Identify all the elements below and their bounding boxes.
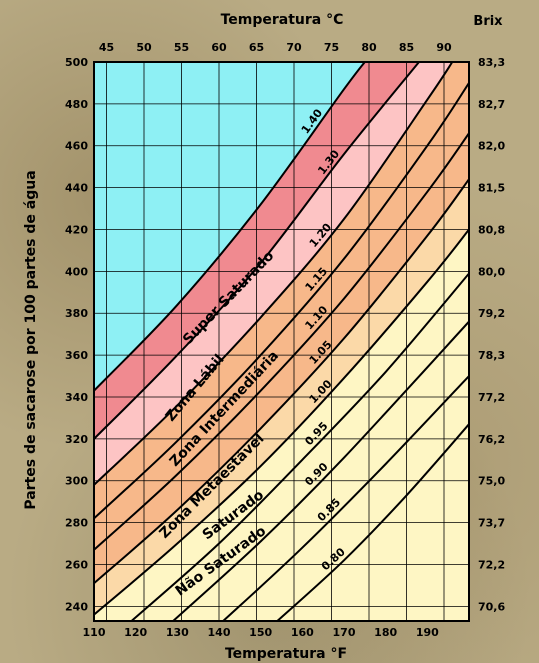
curve-1.40 bbox=[94, 62, 366, 392]
celsius-tick-label: 55 bbox=[174, 41, 189, 54]
y-tick-label: 460 bbox=[65, 140, 88, 153]
tick-labels: 45 50 55 60 65 70 75 80 85 90 110 120 130 140 150 160 17… bbox=[65, 41, 505, 639]
y-tick-label: 400 bbox=[65, 265, 88, 278]
curve-0.90 bbox=[172, 320, 469, 621]
brix-tick-label: 82,7 bbox=[478, 98, 505, 111]
brix-tick-label: 75,0 bbox=[478, 475, 505, 488]
y-tick-label: 320 bbox=[65, 433, 88, 446]
y-tick-label: 380 bbox=[65, 307, 88, 320]
y-tick-label: 480 bbox=[65, 98, 88, 111]
brix-tick-label: 83,3 bbox=[478, 56, 505, 69]
brix-tick-label: 77,2 bbox=[478, 391, 505, 404]
curve-1.20 bbox=[94, 62, 454, 486]
brix-tick-label: 81,5 bbox=[478, 182, 505, 195]
y-tick-label: 440 bbox=[65, 182, 88, 195]
y-tick-label: 420 bbox=[65, 223, 88, 236]
brix-tick-label: 72,2 bbox=[478, 558, 505, 571]
zone-fill-0 bbox=[94, 62, 365, 391]
celsius-tick-label: 45 bbox=[99, 41, 114, 54]
brix-tick-label: 79,2 bbox=[478, 307, 505, 320]
fahrenheit-tick-label: 190 bbox=[416, 626, 439, 639]
celsius-tick-label: 60 bbox=[211, 41, 227, 54]
top-axis-title: Temperatura °C bbox=[221, 12, 344, 28]
bottom-axis-title: Temperatura °F bbox=[225, 646, 347, 662]
curve-0.85 bbox=[222, 375, 469, 621]
fahrenheit-tick-label: 110 bbox=[83, 626, 106, 639]
y-tick-label: 260 bbox=[65, 558, 88, 571]
y-tick-label: 340 bbox=[65, 391, 88, 404]
curve-0.95 bbox=[130, 272, 469, 621]
curve-1.30 bbox=[94, 62, 420, 440]
celsius-tick-label: 65 bbox=[249, 41, 264, 54]
curve-1.15 bbox=[94, 82, 469, 520]
fahrenheit-tick-label: 130 bbox=[166, 626, 189, 639]
curve-1.05 bbox=[94, 178, 469, 585]
celsius-tick-label: 85 bbox=[399, 41, 414, 54]
celsius-tick-label: 75 bbox=[324, 41, 339, 54]
brix-tick-label: 82,0 bbox=[478, 140, 505, 153]
fahrenheit-tick-label: 180 bbox=[374, 626, 397, 639]
fahrenheit-tick-label: 170 bbox=[333, 626, 356, 639]
celsius-tick-label: 90 bbox=[436, 41, 452, 54]
y-tick-label: 300 bbox=[65, 475, 88, 488]
y-tick-label: 360 bbox=[65, 349, 88, 362]
brix-tick-label: 80,8 bbox=[478, 223, 505, 236]
fahrenheit-tick-label: 160 bbox=[291, 626, 314, 639]
celsius-tick-label: 50 bbox=[136, 41, 152, 54]
ratio-curves bbox=[94, 62, 469, 621]
y-tick-label: 500 bbox=[65, 56, 88, 69]
brix-tick-label: 80,0 bbox=[478, 265, 505, 278]
fahrenheit-tick-label: 140 bbox=[208, 626, 231, 639]
curve-0.80 bbox=[276, 423, 469, 621]
y-tick-label: 280 bbox=[65, 517, 88, 530]
brix-tick-label: 73,7 bbox=[478, 517, 505, 530]
celsius-tick-label: 70 bbox=[286, 41, 302, 54]
grid-lines bbox=[94, 62, 469, 621]
right-axis-title: Brix bbox=[473, 14, 503, 29]
celsius-tick-label: 80 bbox=[361, 41, 377, 54]
fahrenheit-tick-label: 150 bbox=[249, 626, 272, 639]
plot-frame bbox=[93, 61, 470, 622]
fahrenheit-tick-label: 120 bbox=[124, 626, 147, 639]
zone-fills bbox=[94, 62, 469, 615]
brix-tick-label: 78,3 bbox=[478, 349, 505, 362]
left-axis-title: Partes de sacarose por 100 partes de águ… bbox=[23, 170, 39, 509]
curve-1.10 bbox=[94, 132, 469, 551]
brix-tick-label: 70,6 bbox=[478, 600, 505, 613]
y-tick-label: 240 bbox=[65, 600, 88, 613]
curve-1.00 bbox=[94, 228, 469, 616]
brix-tick-label: 76,2 bbox=[478, 433, 505, 446]
